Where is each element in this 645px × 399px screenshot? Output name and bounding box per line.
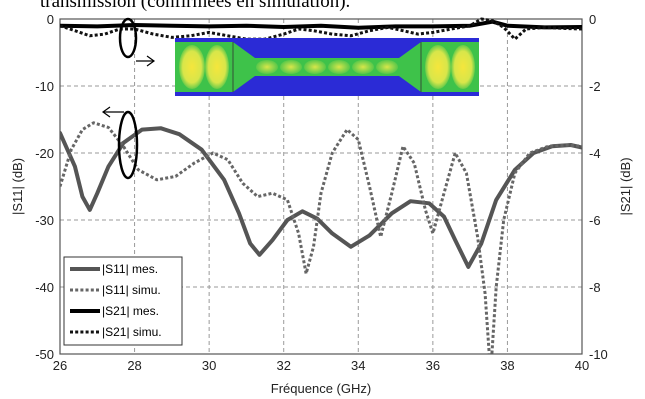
s21-arrowhead bbox=[146, 55, 156, 67]
s21-marker-ellipse bbox=[118, 17, 138, 59]
inset-field-lobe bbox=[179, 45, 205, 89]
x-axis-label: Fréquence (GHz) bbox=[271, 381, 371, 396]
x-tick-label: 30 bbox=[202, 358, 216, 373]
inset-field-lobe bbox=[425, 45, 451, 89]
s11-marker-ellipse bbox=[117, 110, 139, 180]
axis-annotations bbox=[101, 17, 156, 180]
legend: |S11| mes. |S11| simu. |S21| mes. |S21| sim… bbox=[63, 256, 183, 346]
y-right-tick-label: -6 bbox=[589, 213, 601, 228]
series-line-2 bbox=[60, 19, 582, 30]
s11-arrowhead bbox=[101, 106, 111, 118]
x-tick-label: 40 bbox=[575, 358, 589, 373]
inset-field-lobe-small bbox=[280, 60, 302, 74]
series-line-3 bbox=[60, 17, 582, 41]
y-left-tick-label: -10 bbox=[35, 79, 54, 94]
y-left-tick-label: -20 bbox=[35, 146, 54, 161]
legend-label-3: |S21| simu. bbox=[102, 325, 162, 339]
inset-field-lobe-small bbox=[256, 60, 278, 74]
y-right-tick-label: 0 bbox=[589, 12, 596, 27]
x-tick-label: 34 bbox=[351, 358, 365, 373]
series-line-1 bbox=[60, 121, 582, 354]
x-tick-label: 26 bbox=[53, 358, 67, 373]
x-tick-label: 38 bbox=[500, 358, 514, 373]
y-axis-right-label: |S21| (dB) bbox=[618, 157, 633, 215]
field-distribution-inset bbox=[175, 38, 479, 96]
inset-field-lobe bbox=[451, 45, 475, 89]
x-tick-label: 32 bbox=[276, 358, 290, 373]
tick-labels: 26 28 30 32 34 36 38 40-50-40-30-20-100-10-8-6-… bbox=[35, 12, 608, 373]
y-left-tick-label: -30 bbox=[35, 213, 54, 228]
y-axis-left-label: |S11| (dB) bbox=[10, 158, 25, 215]
y-right-tick-label: -4 bbox=[589, 146, 601, 161]
y-right-tick-label: -2 bbox=[589, 79, 601, 94]
inset-taper-left bbox=[233, 42, 255, 92]
x-tick-label: 36 bbox=[426, 358, 440, 373]
x-tick-label: 28 bbox=[127, 358, 141, 373]
inset-taper-right bbox=[399, 42, 421, 92]
inset-field-lobe-small bbox=[328, 60, 350, 74]
legend-box bbox=[63, 256, 183, 346]
legend-label-2: |S21| mes. bbox=[102, 304, 159, 318]
y-left-tick-label: -50 bbox=[35, 347, 54, 362]
y-right-tick-label: -8 bbox=[589, 280, 601, 295]
inset-field-lobe-small bbox=[352, 60, 374, 74]
y-left-tick-label: -40 bbox=[35, 280, 54, 295]
inset-field-lobe-small bbox=[376, 60, 398, 74]
inset-field-lobe-small bbox=[304, 60, 326, 74]
y-left-tick-label: 0 bbox=[47, 12, 54, 27]
inset-field-lobe bbox=[205, 45, 229, 89]
legend-label-1: |S11| simu. bbox=[102, 283, 161, 297]
legend-label-0: |S11| mes. bbox=[102, 262, 158, 276]
figure-caption-fragment: transmission (confirmées en simulation). bbox=[40, 0, 351, 12]
y-right-tick-label: -10 bbox=[589, 347, 608, 362]
